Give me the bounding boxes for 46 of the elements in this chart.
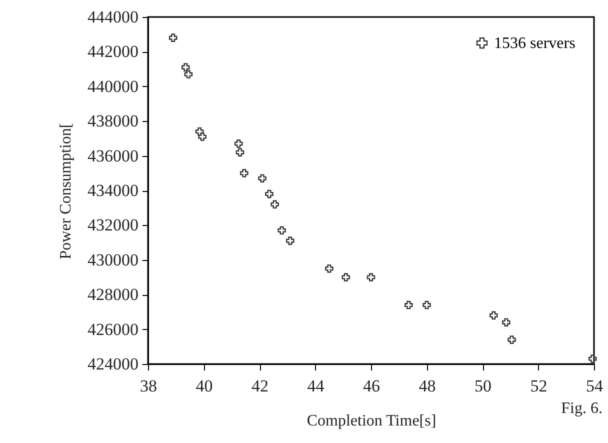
x-tick-label: 42 [252, 376, 268, 396]
y-tick-label: 428000 [88, 285, 138, 304]
point [198, 132, 206, 141]
x-tick-label: 50 [474, 376, 492, 396]
point [195, 127, 204, 136]
point [184, 70, 193, 78]
point [508, 336, 516, 344]
y-tick-label: 430000 [88, 250, 138, 270]
point [404, 300, 413, 310]
x-tick-label: 38 [140, 376, 157, 396]
y-tick-label: 444000 [88, 8, 138, 26]
point [366, 273, 376, 282]
y-tick-label: 426000 [88, 320, 138, 339]
point [422, 300, 431, 310]
point [286, 236, 294, 245]
point [258, 174, 266, 182]
y-tick-label: 434000 [88, 181, 138, 200]
x-tick-label: 44 [307, 376, 325, 396]
y-tick-label: 424000 [88, 354, 138, 374]
y-tick-label: 442000 [88, 42, 138, 62]
point [342, 273, 350, 282]
point [168, 34, 178, 42]
point [181, 63, 190, 72]
point [265, 190, 274, 198]
x-tick-label: 54 [586, 376, 604, 396]
point [236, 148, 244, 156]
point [270, 200, 279, 209]
point [234, 140, 243, 148]
point [325, 264, 334, 273]
y-tick-label: 432000 [88, 216, 138, 235]
y-axis-title: Power Consumption[ [58, 122, 74, 260]
point [278, 226, 286, 235]
x-tick-label: 46 [363, 376, 380, 396]
point [240, 169, 248, 178]
y-tick-label: 440000 [88, 76, 138, 96]
x-axis-title: Completion Time[s] [306, 412, 436, 430]
x-tick-label: 52 [530, 376, 548, 396]
point [588, 354, 597, 363]
point [502, 318, 510, 326]
caption: Fig. 6. [561, 400, 602, 417]
x-tick-label: 48 [418, 376, 436, 396]
point [490, 311, 498, 320]
legend-label: 1536 servers [494, 35, 576, 52]
y-tick-label: 438000 [88, 112, 138, 131]
x-tick-label: 40 [196, 376, 213, 396]
y-tick-label: 436000 [88, 146, 138, 166]
